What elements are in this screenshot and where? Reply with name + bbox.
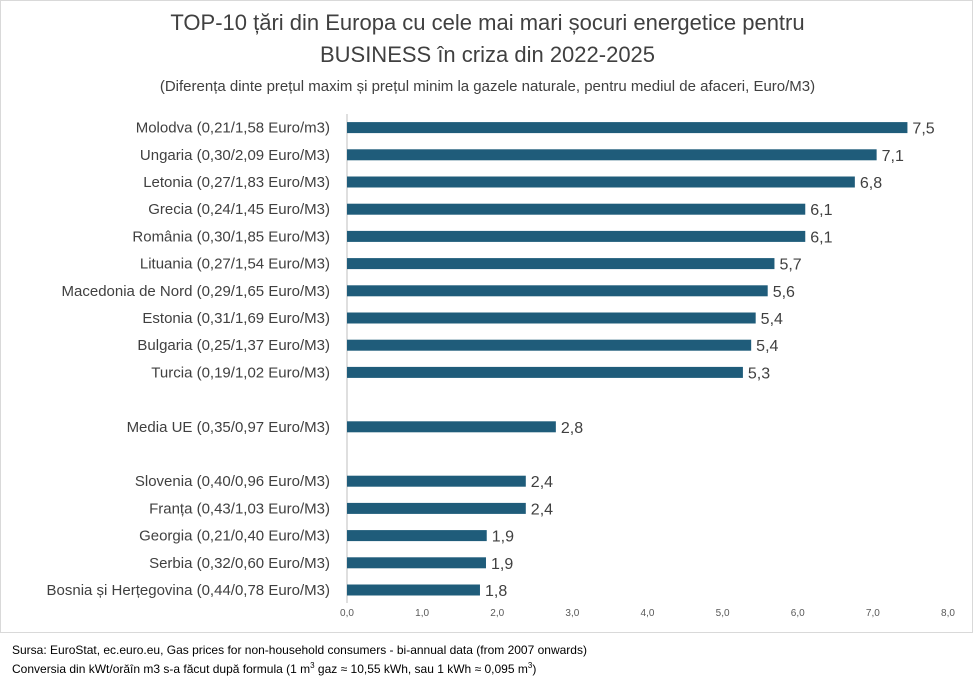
category-label: Ungaria (0,30/2,09 Euro/M3) [140,147,330,164]
category-label: Molodva (0,21/1,58 Euro/m3) [136,120,330,137]
category-label: Bosnia și Herțegovina (0,44/0,78 Euro/M3… [47,582,330,599]
conversion-superscript-1: 3 [310,661,315,670]
data-label: 2,4 [531,474,553,491]
category-label: Turcia (0,19/1,02 Euro/M3) [151,364,330,381]
conversion-text-2: gaz ≈ 10,55 kWh, sau 1 kWh ≈ 0,095 m [314,662,528,676]
data-label: 5,3 [748,365,770,382]
x-tick-label: 2,0 [490,608,504,619]
bar-chart-plot: Molodva (0,21/1,58 Euro/m3) 7,5 Ungaria (0… [47,114,955,619]
data-label: 1,8 [485,583,507,600]
data-label: 6,1 [810,229,832,246]
data-label: 5,6 [773,284,795,301]
category-label: România (0,30/1,85 Euro/M3) [132,228,330,245]
x-tick-label: 0,0 [340,608,354,619]
category-label: Slovenia (0,40/0,96 Euro/M3) [135,473,330,490]
conversion-note: Conversia din kWt/orăîn m3 s-a făcut dup… [12,661,536,676]
source-note: Sursa: EuroStat, ec.euro.eu, Gas prices … [12,643,587,657]
data-label: 2,8 [561,420,583,437]
data-label: 6,1 [810,202,832,219]
data-label: 1,9 [492,529,514,546]
data-label: 7,1 [882,148,904,165]
bar [347,421,556,433]
category-label: Serbia (0,32/0,60 Euro/M3) [149,555,330,572]
category-label: Franța (0,43/1,03 Euro/M3) [149,500,330,517]
category-label: Grecia (0,24/1,45 Euro/M3) [148,201,330,218]
bar [347,149,877,161]
bar [347,339,752,351]
data-label: 7,5 [912,121,934,138]
category-label: Georgia (0,21/0,40 Euro/M3) [139,528,330,545]
x-tick-label: 4,0 [641,608,655,619]
bar [347,502,526,514]
category-label: Macedonia de Nord (0,29/1,65 Euro/M3) [62,283,330,300]
category-label: Lituania (0,27/1,54 Euro/M3) [140,256,330,273]
chart-title-line-1: TOP-10 țări din Europa cu cele mai mari … [170,10,805,35]
x-tick-label: 3,0 [565,608,579,619]
conversion-superscript-2: 3 [527,661,533,670]
bar [347,557,486,569]
conversion-text-1: Conversia din kWt/orăîn m3 s-a făcut dup… [12,662,311,676]
conversion-text-3: ) [532,662,537,676]
bar [347,285,768,297]
chart-subtitle: (Diferența dinte prețul maxim și prețul … [159,78,816,95]
bar [347,203,806,215]
bar [347,312,756,324]
bar [347,258,775,270]
bar [347,176,855,188]
chart-area [0,0,973,633]
data-label: 2,4 [531,501,553,518]
data-label: 5,4 [756,338,778,355]
x-tick-label: 6,0 [791,608,805,619]
bar [347,475,526,487]
x-tick-label: 8,0 [941,608,955,619]
bar [347,584,480,596]
category-label: Estonia (0,31/1,69 Euro/M3) [142,310,330,327]
category-label: Letonia (0,27/1,83 Euro/M3) [143,174,330,191]
data-label: 5,7 [779,257,801,274]
bar [347,530,487,542]
data-label: 6,8 [860,175,882,192]
x-tick-label: 5,0 [716,608,730,619]
x-tick-label: 7,0 [866,608,880,619]
data-label: 5,4 [761,311,783,328]
x-tick-label: 1,0 [415,608,429,619]
category-label: Media UE (0,35/0,97 Euro/M3) [127,419,330,436]
bar [347,122,908,134]
bar [347,366,743,378]
data-label: 1,9 [491,556,513,573]
chart-title-line-2: BUSINESS în criza din 2022-2025 [319,42,656,67]
bar [347,230,806,242]
category-label: Bulgaria (0,25/1,37 Euro/M3) [137,337,330,354]
